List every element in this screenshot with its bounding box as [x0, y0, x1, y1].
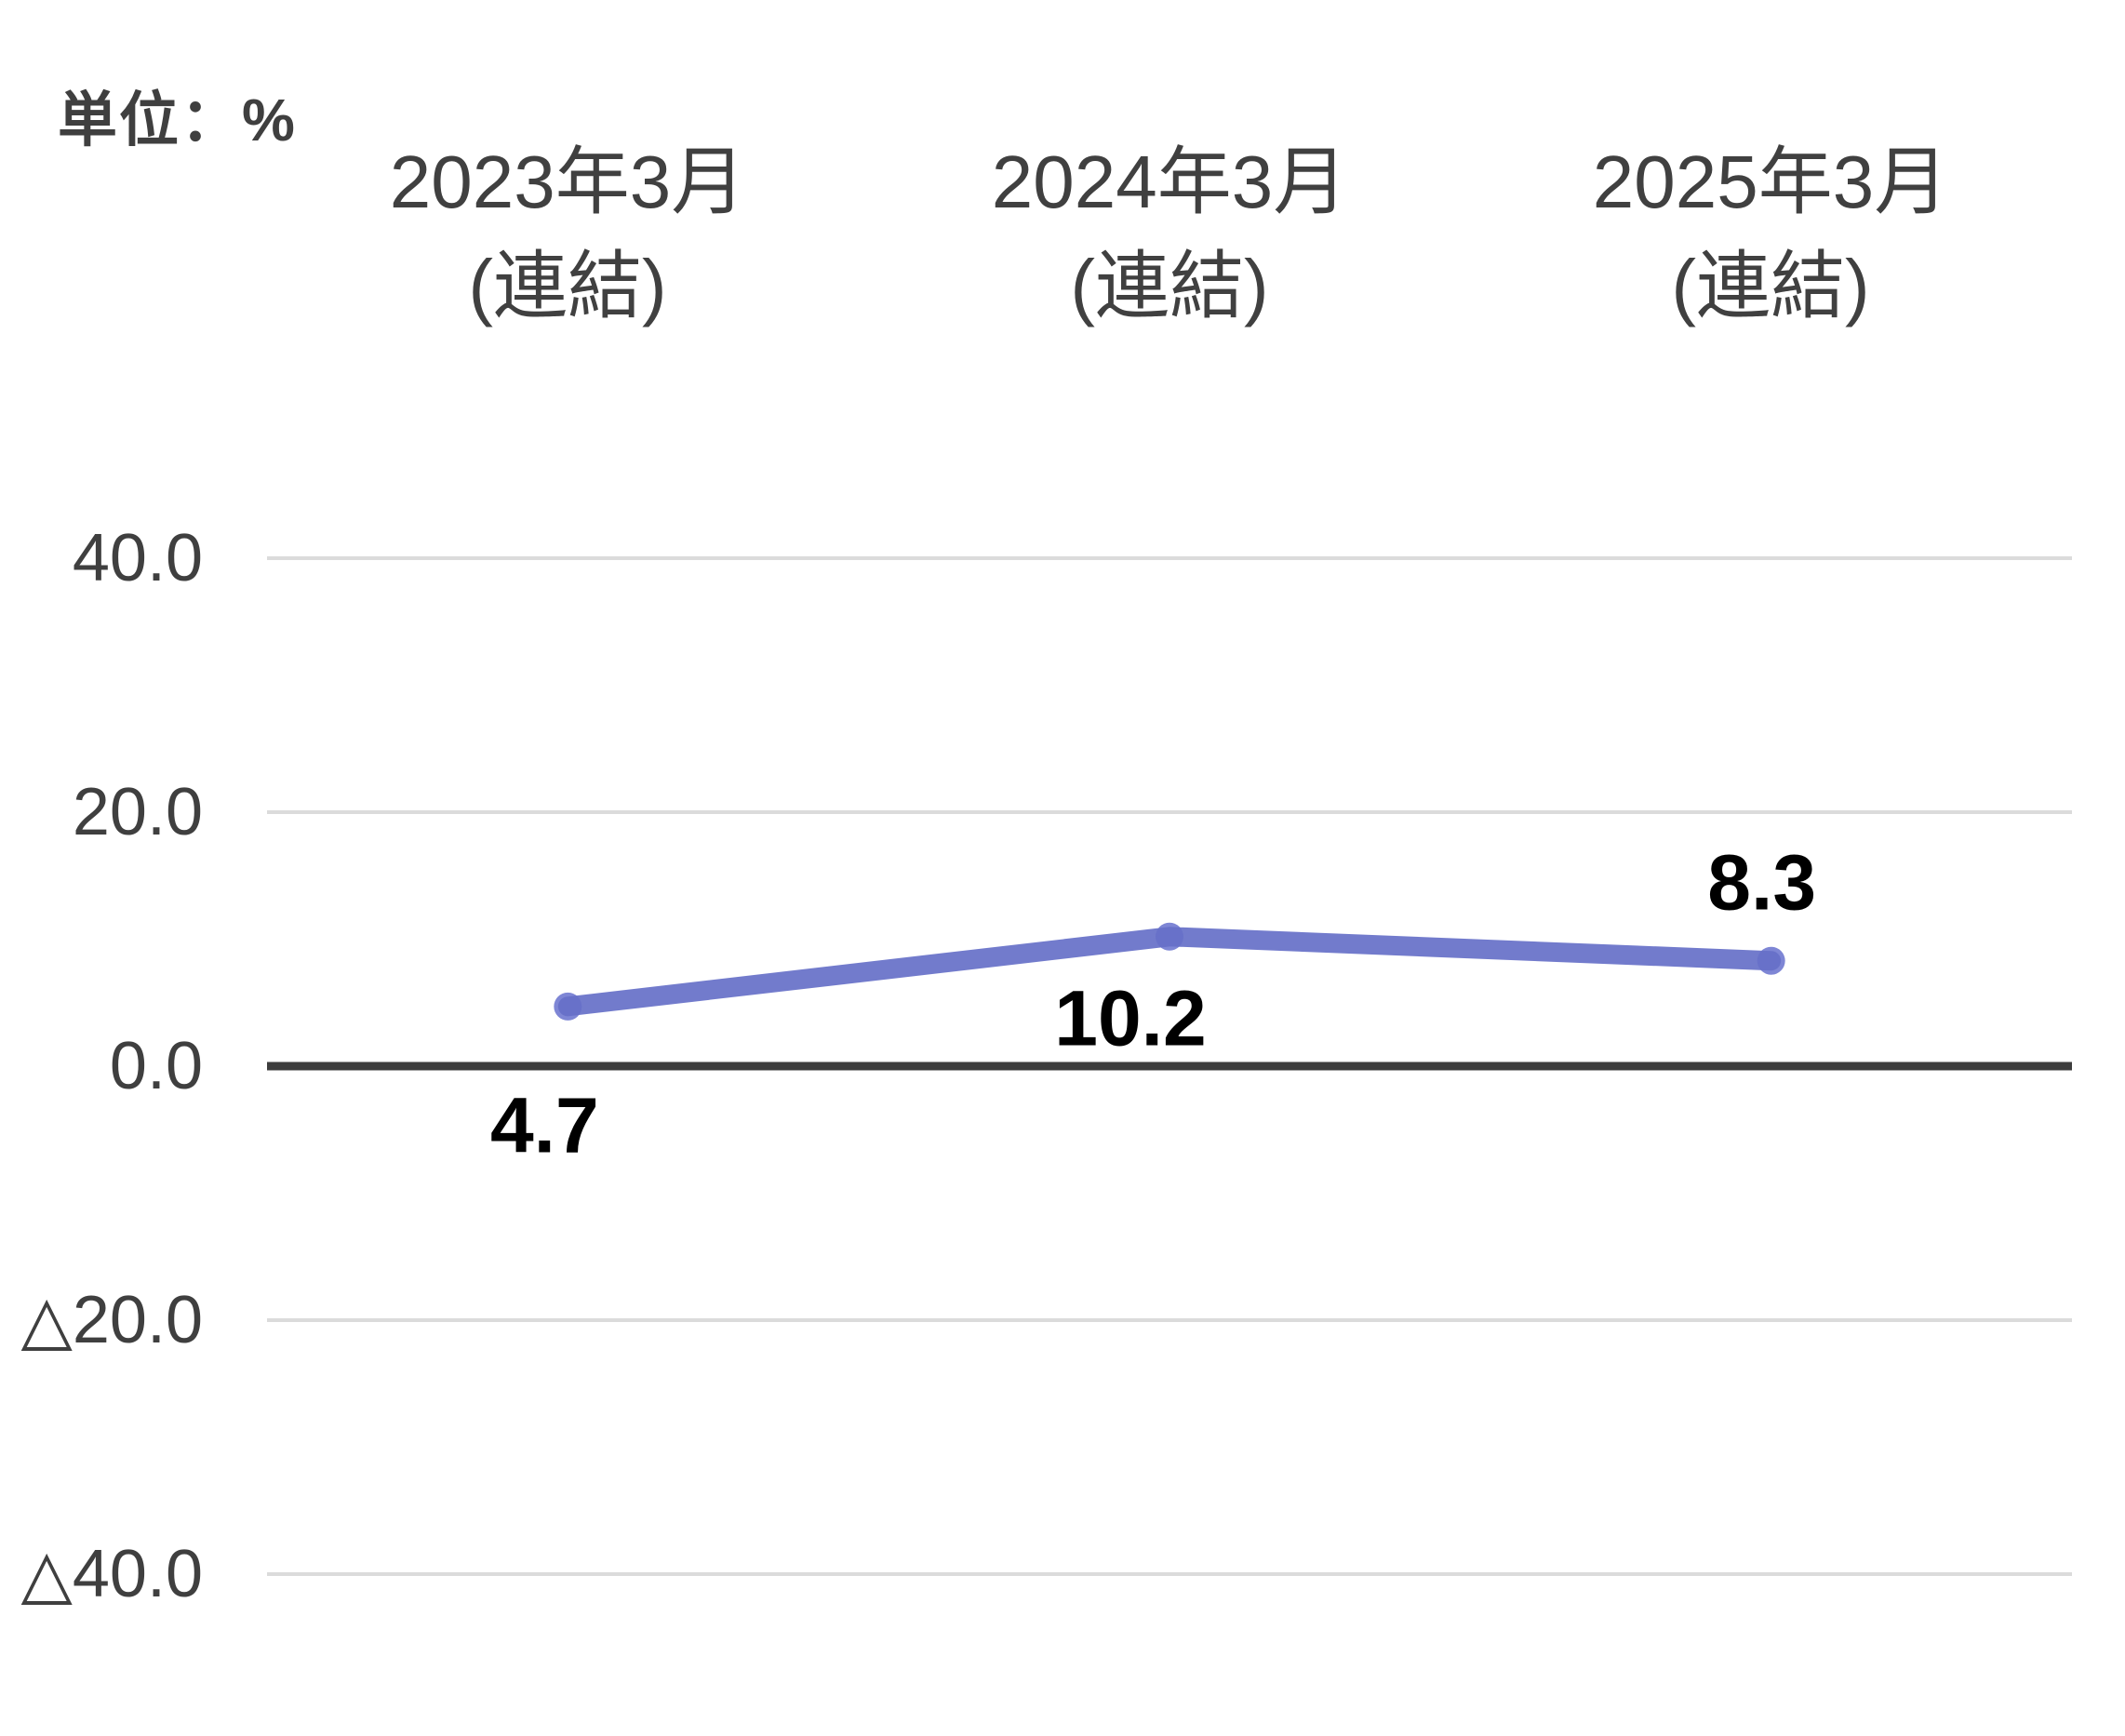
y-tick-0: 0.0	[109, 1029, 203, 1103]
column-header-year: 2024年3月	[991, 140, 1348, 223]
column-header-consol: (連結)	[1671, 245, 1870, 327]
column-header-year: 2023年3月	[389, 140, 746, 223]
unit-label: 単位：%	[58, 87, 297, 154]
series-line	[557, 927, 1782, 1017]
y-tick-neg40: △40.0	[20, 1537, 203, 1611]
column-header-2025: 2025年3月 (連結)	[1593, 130, 1948, 339]
value-label-2025: 8.3	[1707, 838, 1817, 927]
column-header-2023: 2023年3月 (連結)	[390, 130, 745, 339]
value-label-2023: 4.7	[489, 1081, 599, 1169]
y-tick-neg20: △20.0	[20, 1283, 203, 1357]
y-tick-20: 20.0	[72, 775, 203, 849]
column-header-2024: 2024年3月 (連結)	[992, 130, 1347, 339]
y-tick-40: 40.0	[72, 521, 203, 595]
column-header-year: 2025年3月	[1592, 140, 1949, 223]
value-label-2024: 10.2	[1054, 974, 1207, 1062]
column-header-consol: (連結)	[468, 245, 667, 327]
column-header-consol: (連結)	[1070, 245, 1269, 327]
